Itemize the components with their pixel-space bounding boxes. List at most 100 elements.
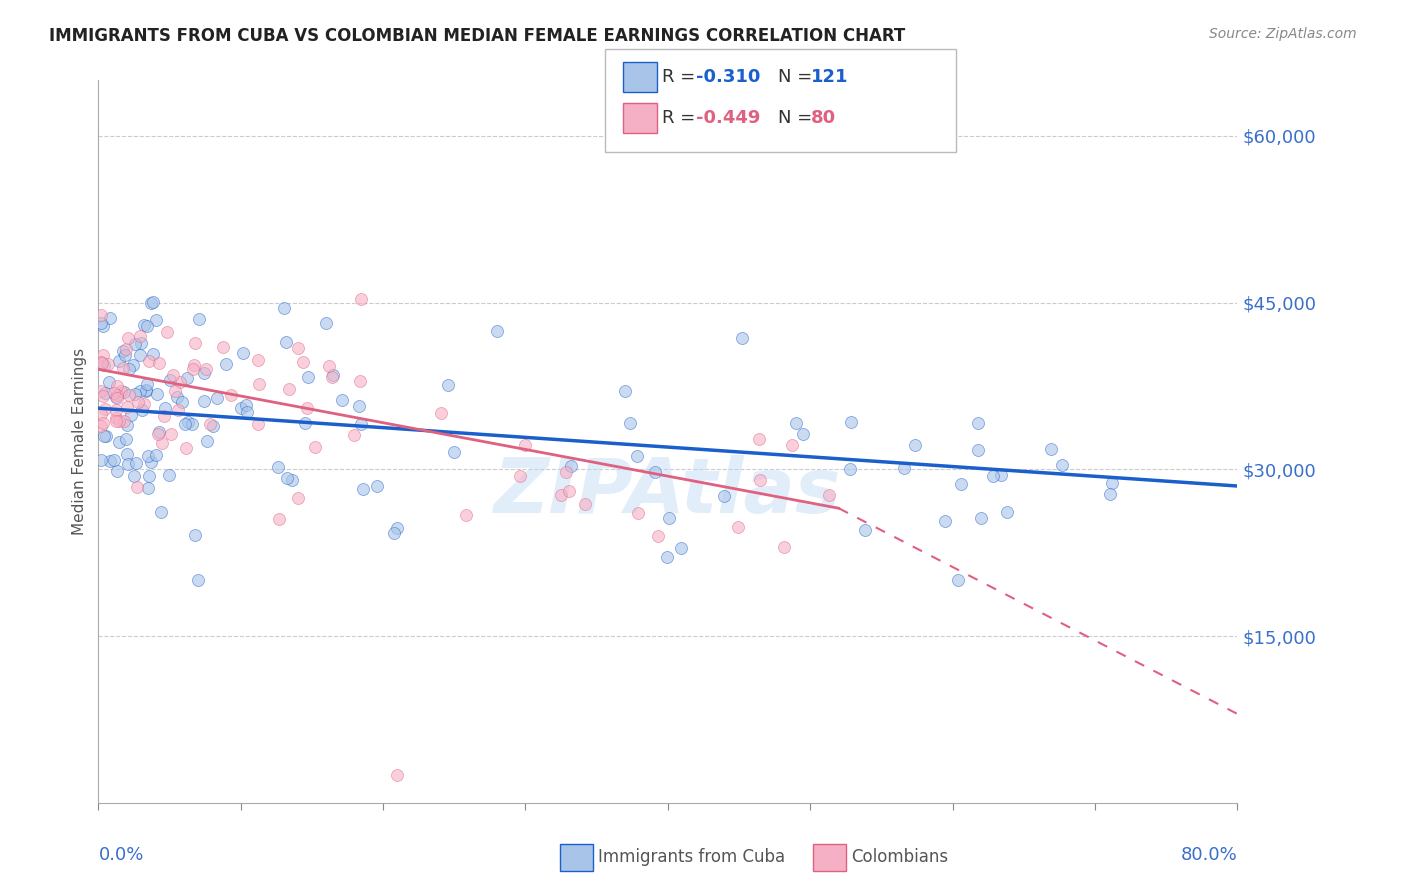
Text: ZIPAtlas: ZIPAtlas: [494, 455, 842, 529]
Point: [981, 469, 1004, 483]
Point: [112, 414, 135, 428]
Point: [318, 359, 340, 373]
Point: [297, 401, 319, 416]
Point: [350, 417, 373, 431]
Point: [970, 511, 993, 525]
Point: [782, 438, 804, 452]
Point: [91, 416, 114, 430]
Point: [219, 388, 242, 402]
Point: [131, 336, 153, 351]
Point: [105, 390, 128, 404]
Point: [193, 366, 215, 380]
Text: Immigrants from Cuba: Immigrants from Cuba: [598, 848, 785, 866]
Point: [235, 398, 257, 412]
Point: [103, 453, 125, 467]
Point: [292, 354, 315, 368]
Point: [995, 505, 1018, 519]
Point: [162, 368, 184, 383]
Point: [443, 445, 465, 459]
Point: [117, 447, 139, 461]
Point: [187, 574, 209, 588]
Point: [949, 476, 972, 491]
Point: [184, 335, 207, 350]
Point: [278, 382, 301, 396]
Point: [149, 505, 172, 519]
Point: [627, 506, 650, 520]
Point: [304, 440, 326, 454]
Point: [135, 377, 157, 392]
Point: [108, 354, 131, 368]
Point: [180, 417, 202, 431]
Text: -0.310: -0.310: [696, 68, 761, 86]
Point: [184, 528, 207, 542]
Point: [127, 480, 149, 494]
Point: [150, 436, 173, 450]
Point: [104, 403, 127, 417]
Point: [135, 383, 157, 397]
Point: [110, 384, 132, 398]
Point: [129, 329, 152, 343]
Point: [550, 488, 572, 502]
Point: [112, 384, 135, 399]
Text: 80.0%: 80.0%: [1181, 847, 1237, 864]
Point: [105, 414, 128, 428]
Point: [273, 301, 295, 315]
Point: [135, 384, 157, 399]
Point: [98, 454, 121, 468]
Y-axis label: Median Female Earnings: Median Female Earnings: [72, 348, 87, 535]
Point: [90, 418, 112, 433]
Point: [138, 354, 160, 368]
Point: [1040, 442, 1063, 457]
Text: Source: ZipAtlas.com: Source: ZipAtlas.com: [1209, 27, 1357, 41]
Point: [485, 324, 508, 338]
Point: [108, 435, 131, 450]
Point: [934, 514, 956, 528]
Point: [160, 426, 183, 441]
Point: [145, 448, 167, 462]
Point: [839, 462, 862, 476]
Point: [142, 346, 165, 360]
Point: [98, 375, 121, 389]
Point: [115, 432, 138, 446]
Point: [330, 392, 353, 407]
Point: [785, 416, 807, 430]
Point: [349, 399, 371, 413]
Point: [90, 452, 112, 467]
Point: [138, 469, 160, 483]
Point: [93, 389, 115, 403]
Point: [105, 379, 128, 393]
Point: [139, 454, 162, 468]
Point: [115, 400, 138, 414]
Point: [124, 337, 146, 351]
Point: [118, 361, 141, 376]
Point: [205, 392, 228, 406]
Point: [655, 549, 678, 564]
Point: [966, 443, 988, 458]
Point: [117, 458, 139, 472]
Point: [509, 468, 531, 483]
Point: [124, 386, 146, 401]
Point: [322, 368, 344, 382]
Point: [731, 331, 754, 345]
Point: [287, 491, 309, 505]
Text: 0.0%: 0.0%: [98, 847, 143, 864]
Point: [946, 574, 969, 588]
Point: [246, 352, 269, 367]
Point: [350, 292, 373, 306]
Point: [1050, 458, 1073, 473]
Point: [773, 540, 796, 554]
Point: [229, 401, 252, 415]
Point: [169, 375, 191, 389]
Point: [456, 508, 478, 523]
Text: R =: R =: [662, 110, 702, 128]
Point: [176, 441, 198, 455]
Point: [167, 402, 190, 417]
Point: [91, 349, 114, 363]
Point: [90, 355, 112, 369]
Point: [557, 483, 579, 498]
Point: [647, 528, 669, 542]
Text: IMMIGRANTS FROM CUBA VS COLOMBIAN MEDIAN FEMALE EARNINGS CORRELATION CHART: IMMIGRANTS FROM CUBA VS COLOMBIAN MEDIAN…: [49, 27, 905, 45]
Text: -0.449: -0.449: [696, 110, 761, 128]
Point: [132, 318, 155, 333]
Point: [669, 541, 692, 556]
